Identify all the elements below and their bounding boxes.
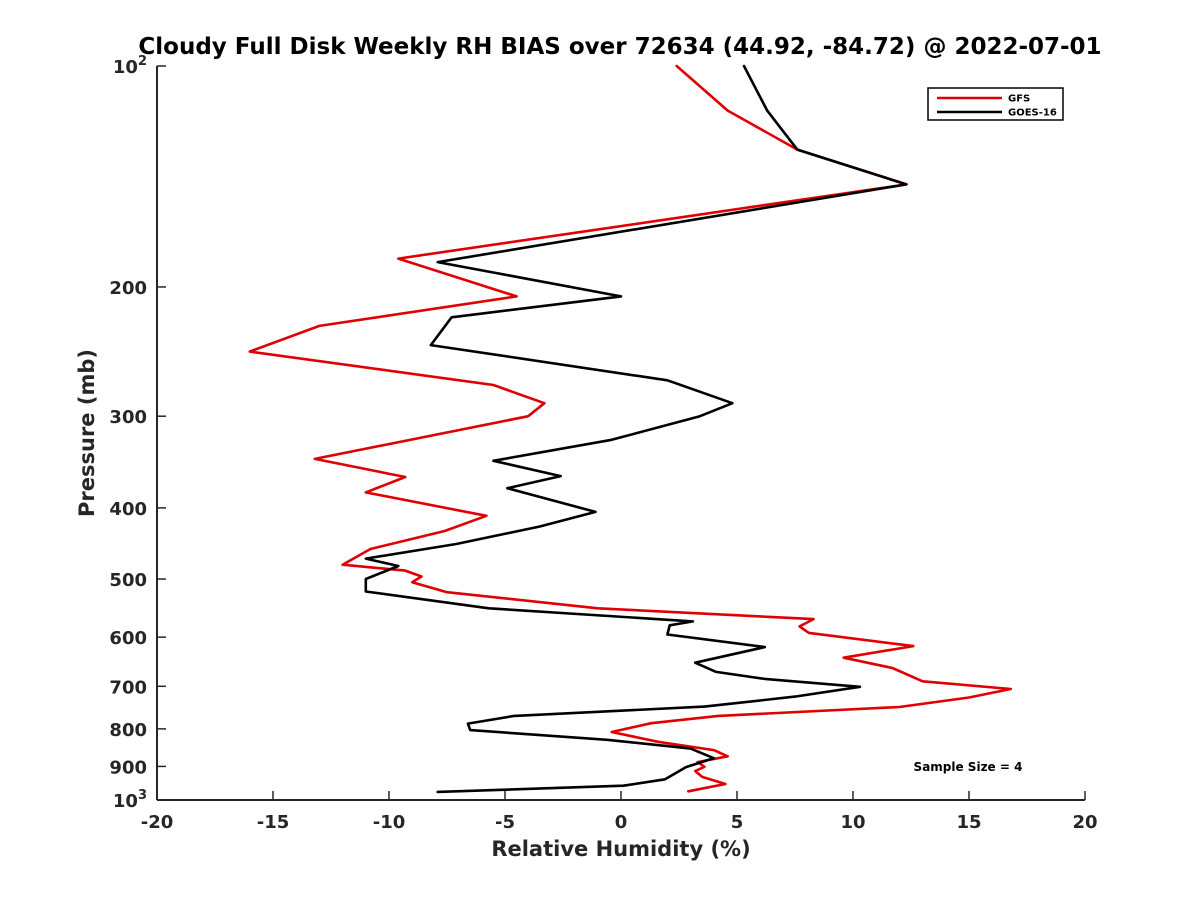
legend-label: GOES-16 bbox=[1008, 108, 1057, 119]
y-tick-label: 900 bbox=[109, 757, 147, 778]
plot-background bbox=[157, 66, 1085, 800]
y-tick-base: 10 bbox=[113, 791, 138, 812]
y-tick-base: 10 bbox=[113, 57, 138, 78]
x-axis-label: Relative Humidity (%) bbox=[491, 837, 750, 861]
chart-title: Cloudy Full Disk Weekly RH BIAS over 726… bbox=[138, 34, 1101, 60]
legend-items: GFS GOES-16 bbox=[937, 94, 1057, 119]
x-tick-label: -15 bbox=[257, 812, 290, 833]
y-tick-label: 102 bbox=[113, 54, 147, 78]
y-tick-label: 400 bbox=[109, 499, 147, 520]
y-tick-label: 300 bbox=[109, 407, 147, 428]
x-tick-label: -10 bbox=[373, 812, 406, 833]
x-tick-label: -20 bbox=[141, 812, 174, 833]
legend-box bbox=[927, 87, 1064, 121]
y-tick-exponent: 2 bbox=[138, 54, 147, 69]
x-tick-label: 20 bbox=[1072, 812, 1097, 833]
y-tick-label: 700 bbox=[109, 677, 147, 698]
y-tick-label: 800 bbox=[109, 720, 147, 741]
y-tick-label: 600 bbox=[109, 628, 147, 649]
y-axis-label: Pressure (mb) bbox=[75, 349, 99, 517]
x-tick-label: 5 bbox=[731, 812, 744, 833]
x-ticks: -20 -15 -10 -5 0 5 10 15 20 bbox=[141, 791, 1098, 833]
legend-label: GFS bbox=[1008, 94, 1030, 105]
series-layer bbox=[248, 64, 1013, 794]
y-tick-exponent: 3 bbox=[138, 788, 147, 803]
x-tick-label: 10 bbox=[840, 812, 865, 833]
series-line-goes-16 bbox=[364, 64, 908, 794]
y-tick-label: 103 bbox=[113, 788, 147, 812]
sample-size-annotation: Sample Size = 4 bbox=[914, 760, 1023, 774]
x-tick-label: 15 bbox=[956, 812, 981, 833]
x-tick-label: -5 bbox=[495, 812, 515, 833]
x-tick-label: 0 bbox=[615, 812, 628, 833]
y-tick-label: 500 bbox=[109, 570, 147, 591]
legend: GFS GOES-16 bbox=[927, 87, 1064, 121]
plot-area: -20 -15 -10 -5 0 5 10 15 20 10220030040050060070… bbox=[109, 54, 1097, 833]
y-tick-label: 200 bbox=[109, 278, 147, 299]
series-line-gfs bbox=[248, 64, 1013, 793]
